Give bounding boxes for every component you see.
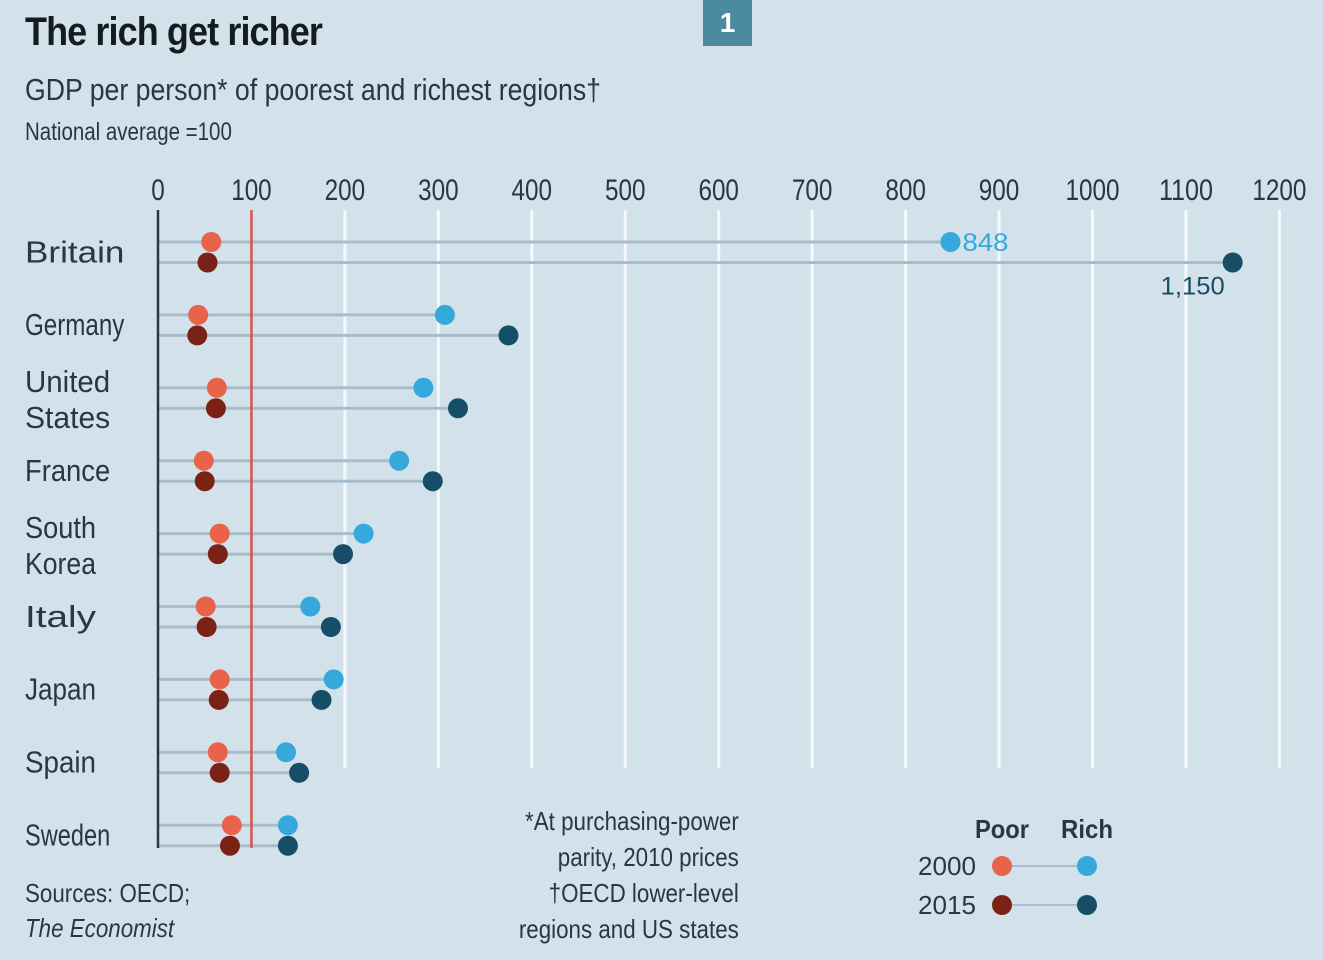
dot-rich-2015: [422, 471, 443, 492]
footnote-line-2: parity, 2010 prices: [557, 842, 739, 872]
units-note: National average =100: [25, 118, 232, 146]
country-label: Germany: [25, 307, 125, 342]
country-label-line: United: [25, 364, 110, 399]
sources-line-2: The Economist: [25, 913, 175, 943]
dot-poor-2015: [197, 252, 218, 273]
country-label: France: [25, 453, 110, 488]
dot-rich-2000: [434, 304, 455, 325]
dot-poor-2000: [207, 742, 228, 763]
country-labels: Britain Germany United States France South Kor…: [25, 234, 125, 852]
country-label: Sweden: [25, 817, 110, 852]
dot-poor-2015: [219, 835, 240, 856]
country-label: Italy: [25, 599, 97, 634]
annotation-rich-2015: 1,150: [1161, 273, 1225, 301]
dot-poor-2015: [187, 325, 208, 346]
dot-poor-2000: [201, 232, 222, 252]
sources-line-1: Sources: OECD;: [25, 878, 191, 908]
dot-poor-2000: [221, 815, 242, 836]
chart-number-badge: 1: [703, 0, 752, 46]
legend-year-2000: 2000: [918, 851, 976, 881]
x-tick-label-500: 500: [605, 174, 646, 207]
dot-rich-2000: [353, 523, 374, 544]
x-tick-label-600: 600: [698, 174, 739, 207]
footnote: *At purchasing-power parity, 2010 prices…: [519, 803, 739, 947]
legend-dot-poor-2015: [992, 895, 1012, 915]
dot-rich-2015: [289, 762, 310, 783]
legend-header-rich: Rich: [1061, 814, 1113, 844]
x-tick-label-400: 400: [512, 174, 553, 207]
dot-rich-2000: [413, 377, 434, 398]
sources-note: Sources: OECD; The Economist: [25, 876, 190, 946]
dot-poor-2015: [207, 544, 228, 565]
legend-dot-rich-2000: [1077, 856, 1097, 876]
x-axis-ticks: 0 100 200 300 400 500 600 700 800 900 1000 1100 1200: [151, 174, 1306, 207]
x-tick-label-100: 100: [231, 174, 272, 207]
gridlines: [343, 210, 1281, 768]
dot-poor-2000: [193, 450, 214, 471]
dot-rich-2000: [323, 669, 344, 690]
dot-rich-2015: [311, 689, 332, 710]
dot-poor-2000: [188, 304, 209, 325]
row-connectors: [158, 240, 1233, 848]
dot-poor-2015: [205, 398, 226, 419]
legend-dot-rich-2015: [1077, 895, 1097, 915]
data-points: [187, 232, 1243, 856]
x-tick-label-800: 800: [885, 174, 926, 207]
chart-subtitle: GDP per person* of poorest and richest r…: [25, 72, 601, 107]
x-tick-label-0: 0: [151, 174, 165, 207]
x-tick-label-200: 200: [325, 174, 366, 207]
dot-rich-2015: [447, 398, 468, 419]
dot-rich-2000: [389, 450, 410, 471]
dot-rich-2015: [333, 544, 354, 565]
dot-poor-2000: [209, 669, 230, 690]
dot-rich-2015: [1222, 252, 1243, 273]
dot-poor-2000: [195, 596, 216, 617]
dot-poor-2015: [196, 617, 217, 637]
dot-rich-2000: [277, 815, 298, 836]
legend: Poor Rich 2000 2015: [918, 814, 1113, 920]
legend-year-2015: 2015: [918, 890, 976, 920]
country-label-line: States: [25, 400, 110, 435]
footnote-line-4: regions and US states: [519, 914, 739, 944]
annotation-rich-2000: 848: [962, 229, 1008, 257]
dot-rich-2000: [276, 742, 297, 763]
dot-poor-2000: [209, 523, 230, 544]
legend-header-poor: Poor: [975, 814, 1029, 844]
footnote-line-3: †OECD lower-level: [548, 878, 739, 908]
country-label: United States: [25, 364, 110, 435]
country-label-line: South: [25, 510, 96, 545]
x-tick-label-700: 700: [792, 174, 833, 207]
dot-rich-2015: [320, 617, 341, 637]
x-tick-label-1000: 1000: [1066, 174, 1120, 207]
annotations: 848 1,150: [962, 229, 1224, 301]
dot-poor-2000: [206, 377, 227, 398]
x-tick-label-1200: 1200: [1252, 174, 1306, 207]
dot-rich-2000: [940, 232, 961, 252]
dot-poor-2015: [194, 471, 215, 492]
dot-poor-2015: [208, 689, 229, 710]
legend-dot-poor-2000: [992, 856, 1012, 876]
x-tick-label-300: 300: [418, 174, 459, 207]
footnote-line-1: *At purchasing-power: [525, 806, 739, 836]
country-label-line: Korea: [25, 546, 97, 581]
country-label: Britain: [25, 234, 124, 269]
x-tick-label-900: 900: [979, 174, 1020, 207]
dot-rich-2015: [277, 835, 298, 856]
dot-rich-2015: [498, 325, 519, 346]
country-label: Spain: [25, 745, 96, 780]
dot-poor-2015: [209, 762, 230, 783]
country-label: South Korea: [25, 510, 97, 581]
country-label: Japan: [25, 672, 96, 707]
x-tick-label-1100: 1100: [1159, 174, 1213, 207]
dot-rich-2000: [300, 596, 321, 617]
chart-title: The rich get richer: [25, 10, 323, 54]
